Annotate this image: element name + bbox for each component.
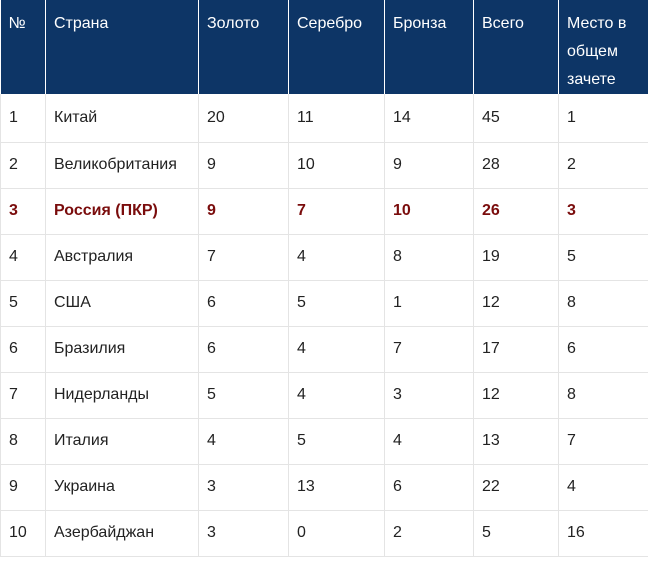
cell-gold: 7 [198, 234, 289, 281]
table-row: 8 Италия 4 5 4 13 7 [0, 418, 648, 465]
cell-number: 3 [0, 188, 46, 235]
cell-silver: 13 [288, 464, 385, 511]
table-body: 1 Китай 20 11 14 45 1 2 Великобритания 9… [0, 94, 648, 557]
table-row: 4 Австралия 7 4 8 19 5 [0, 234, 648, 281]
cell-silver: 4 [288, 326, 385, 373]
cell-place: 8 [558, 280, 648, 327]
cell-silver: 7 [288, 188, 385, 235]
cell-country: Бразилия [45, 326, 199, 373]
cell-number: 5 [0, 280, 46, 327]
cell-gold: 20 [198, 94, 289, 143]
table-row-highlighted: 3 Россия (ПКР) 9 7 10 26 3 [0, 188, 648, 235]
cell-country: Италия [45, 418, 199, 465]
cell-silver: 4 [288, 372, 385, 419]
header-silver: Серебро [288, 0, 385, 94]
cell-place: 2 [558, 142, 648, 189]
cell-place: 5 [558, 234, 648, 281]
table-row: 9 Украина 3 13 6 22 4 [0, 464, 648, 511]
header-gold: Золото [198, 0, 289, 94]
cell-place: 8 [558, 372, 648, 419]
cell-place: 6 [558, 326, 648, 373]
cell-gold: 6 [198, 280, 289, 327]
cell-bronze: 2 [384, 510, 474, 557]
cell-place: 16 [558, 510, 648, 557]
cell-number: 2 [0, 142, 46, 189]
table-row: 6 Бразилия 6 4 7 17 6 [0, 326, 648, 373]
cell-bronze: 14 [384, 94, 474, 143]
cell-country: Украина [45, 464, 199, 511]
cell-bronze: 3 [384, 372, 474, 419]
header-bronze: Бронза [384, 0, 474, 94]
header-total: Всего [473, 0, 559, 94]
cell-gold: 3 [198, 510, 289, 557]
cell-total: 12 [473, 280, 559, 327]
header-number: № [0, 0, 46, 94]
cell-silver: 4 [288, 234, 385, 281]
cell-total: 45 [473, 94, 559, 143]
cell-number: 9 [0, 464, 46, 511]
cell-total: 13 [473, 418, 559, 465]
cell-place: 4 [558, 464, 648, 511]
header-country: Страна [45, 0, 199, 94]
cell-number: 8 [0, 418, 46, 465]
cell-total: 19 [473, 234, 559, 281]
cell-bronze: 7 [384, 326, 474, 373]
cell-bronze: 4 [384, 418, 474, 465]
cell-country: Великобритания [45, 142, 199, 189]
cell-total: 12 [473, 372, 559, 419]
cell-country: Австралия [45, 234, 199, 281]
cell-gold: 4 [198, 418, 289, 465]
cell-country: США [45, 280, 199, 327]
header-overall-place: Место в общем зачете [558, 0, 648, 94]
cell-silver: 11 [288, 94, 385, 143]
cell-number: 6 [0, 326, 46, 373]
cell-country: Азербайджан [45, 510, 199, 557]
cell-gold: 9 [198, 188, 289, 235]
cell-bronze: 9 [384, 142, 474, 189]
cell-place: 7 [558, 418, 648, 465]
cell-silver: 10 [288, 142, 385, 189]
cell-total: 26 [473, 188, 559, 235]
cell-number: 4 [0, 234, 46, 281]
table-row: 10 Азербайджан 3 0 2 5 16 [0, 510, 648, 557]
cell-bronze: 6 [384, 464, 474, 511]
cell-silver: 5 [288, 418, 385, 465]
header-row: № Страна Золото Серебро Бронза Всего Мес… [0, 0, 648, 94]
cell-bronze: 1 [384, 280, 474, 327]
cell-bronze: 10 [384, 188, 474, 235]
table-row: 1 Китай 20 11 14 45 1 [0, 94, 648, 143]
table-row: 2 Великобритания 9 10 9 28 2 [0, 142, 648, 189]
table-header: № Страна Золото Серебро Бронза Всего Мес… [0, 0, 648, 94]
cell-total: 28 [473, 142, 559, 189]
cell-gold: 6 [198, 326, 289, 373]
cell-number: 7 [0, 372, 46, 419]
cell-gold: 5 [198, 372, 289, 419]
cell-place: 3 [558, 188, 648, 235]
cell-number: 1 [0, 94, 46, 143]
cell-country: Россия (ПКР) [45, 188, 199, 235]
cell-number: 10 [0, 510, 46, 557]
cell-total: 17 [473, 326, 559, 373]
cell-silver: 0 [288, 510, 385, 557]
table-row: 5 США 6 5 1 12 8 [0, 280, 648, 327]
cell-total: 5 [473, 510, 559, 557]
cell-gold: 9 [198, 142, 289, 189]
cell-country: Нидерланды [45, 372, 199, 419]
cell-bronze: 8 [384, 234, 474, 281]
cell-silver: 5 [288, 280, 385, 327]
table-row: 7 Нидерланды 5 4 3 12 8 [0, 372, 648, 419]
cell-place: 1 [558, 94, 648, 143]
cell-gold: 3 [198, 464, 289, 511]
cell-country: Китай [45, 94, 199, 143]
cell-total: 22 [473, 464, 559, 511]
